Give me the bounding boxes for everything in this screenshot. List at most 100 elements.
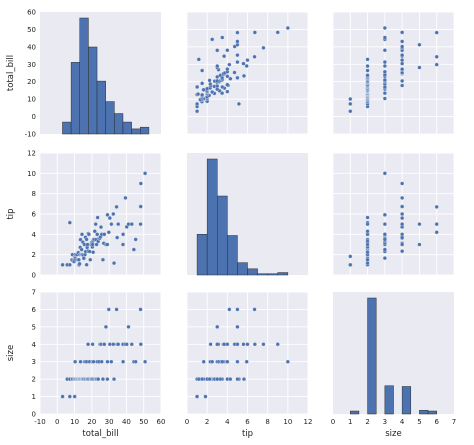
scatter-point xyxy=(200,92,205,97)
scatter-point xyxy=(225,67,230,72)
histogram-bar xyxy=(131,128,141,135)
scatter-point xyxy=(196,57,201,62)
y-tick-label: 12 xyxy=(27,150,36,158)
x-axis-label: size xyxy=(385,429,401,439)
panel-size-vs-total_bill xyxy=(39,291,162,415)
scatter-point xyxy=(252,54,257,59)
scatter-point xyxy=(103,324,108,329)
scatter-point xyxy=(382,96,387,101)
scatter-point xyxy=(95,215,100,220)
scatter-point xyxy=(90,342,95,347)
scatter-point xyxy=(348,254,353,259)
y-tick-label: 1 xyxy=(32,393,36,401)
scatter-point xyxy=(235,377,240,382)
scatter-point xyxy=(105,212,110,217)
panel-tip-vs-tip xyxy=(187,153,308,276)
histogram-bar xyxy=(401,386,412,415)
scatter-point xyxy=(225,359,230,364)
scatter-point xyxy=(215,342,220,347)
y-tick-label: 0 xyxy=(32,272,36,280)
histogram-bar xyxy=(122,121,132,135)
scatter-point xyxy=(106,230,111,235)
scatter-point xyxy=(417,65,422,70)
scatter-point xyxy=(77,261,82,266)
scatter-point xyxy=(252,342,257,347)
scatter-point xyxy=(195,394,200,399)
scatter-point xyxy=(400,211,405,217)
scatter-point xyxy=(131,247,136,252)
scatter-point xyxy=(348,262,353,267)
scatter-point xyxy=(382,247,387,252)
histogram-bar xyxy=(277,272,289,276)
scatter-point xyxy=(245,342,250,347)
scatter-point xyxy=(116,342,121,347)
scatter-point xyxy=(203,394,208,399)
scatter-point xyxy=(235,30,240,35)
x-tick-label: 0 xyxy=(331,418,335,426)
histogram-bar xyxy=(419,410,429,415)
scatter-point xyxy=(382,256,387,261)
scatter-point xyxy=(76,257,81,262)
scatter-point xyxy=(102,342,107,347)
scatter-point xyxy=(220,91,225,96)
y-tick-label: 6 xyxy=(32,211,37,219)
panel-total_bill-vs-tip xyxy=(186,11,309,135)
scatter-point xyxy=(111,211,116,217)
scatter-point xyxy=(121,359,126,364)
y-tick-label: 30 xyxy=(27,61,36,69)
histogram-bar xyxy=(114,113,124,135)
scatter-point xyxy=(228,377,233,382)
x-axis-label: tip xyxy=(242,429,253,439)
scatter-point xyxy=(400,39,405,44)
scatter-point xyxy=(434,204,439,209)
scatter-point xyxy=(215,48,220,53)
scatter-point xyxy=(382,212,387,217)
y-tick-label: 20 xyxy=(27,78,36,86)
scatter-point xyxy=(241,377,247,382)
scatter-point xyxy=(114,307,119,312)
scatter-point xyxy=(126,324,131,329)
scatter-point xyxy=(235,75,240,80)
scatter-point xyxy=(382,25,387,31)
x-tick-label: -10 xyxy=(34,418,45,426)
histogram-bar xyxy=(62,121,72,135)
scatter-point xyxy=(241,342,246,347)
scatter-point xyxy=(275,342,280,347)
scatter-point xyxy=(200,68,205,73)
x-tick-label: 50 xyxy=(139,418,148,426)
scatter-point xyxy=(382,77,387,83)
scatter-point xyxy=(365,242,370,247)
scatter-point xyxy=(417,222,422,227)
scatter-point xyxy=(201,359,206,364)
scatter-point xyxy=(105,377,110,382)
x-tick-label: 20 xyxy=(87,418,96,426)
scatter-point xyxy=(100,377,105,382)
scatter-point xyxy=(400,242,405,247)
scatter-point xyxy=(417,242,422,247)
y-tick-label: 4 xyxy=(32,231,37,239)
scatter-point xyxy=(348,101,353,106)
scatter-point xyxy=(382,69,387,74)
scatter-point xyxy=(382,237,387,242)
x-tick-label: 4 xyxy=(225,418,230,426)
y-tick-label: 60 xyxy=(27,9,36,17)
scatter-point xyxy=(382,60,387,65)
y-tick-label: 40 xyxy=(27,43,36,51)
scatter-point xyxy=(99,359,104,364)
y-axis-label: tip xyxy=(6,208,16,219)
scatter-point xyxy=(105,359,110,364)
histogram-bar xyxy=(105,101,115,135)
x-tick-label: 4 xyxy=(400,418,405,426)
y-tick-label: 6 xyxy=(32,306,37,314)
scatter-point xyxy=(225,48,230,53)
scatter-point xyxy=(235,60,240,65)
scatter-point xyxy=(200,81,205,86)
scatter-point xyxy=(382,48,387,53)
scatter-point xyxy=(365,57,370,62)
histogram-bar xyxy=(196,234,208,276)
scatter-point xyxy=(215,78,220,83)
scatter-point xyxy=(400,235,405,240)
histogram-bar xyxy=(267,273,278,276)
y-tick-label: 8 xyxy=(32,190,36,198)
scatter-point xyxy=(220,359,225,364)
